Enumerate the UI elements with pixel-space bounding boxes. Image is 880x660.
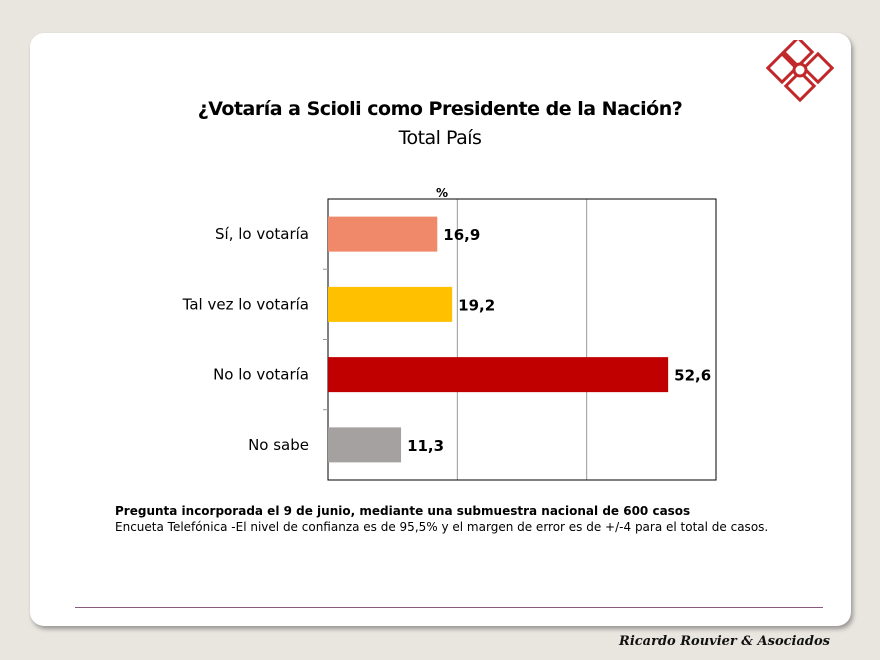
category-label: No lo votaría xyxy=(213,366,309,384)
chart-subtitle: Total País xyxy=(398,127,482,149)
diamond-squares-logo-icon xyxy=(765,40,835,102)
data-label: 11,3 xyxy=(407,437,444,455)
chart-title: ¿Votaría a Scioli como Presidente de la … xyxy=(197,98,683,120)
bar xyxy=(328,216,438,252)
category-label: No sabe xyxy=(248,436,309,454)
category-label: Tal vez lo votaría xyxy=(182,295,309,313)
note-line-1: Pregunta incorporada el 9 de junio, medi… xyxy=(115,504,691,518)
divider xyxy=(75,607,823,608)
bar xyxy=(328,357,669,393)
data-label: 16,9 xyxy=(443,226,480,244)
slide-card xyxy=(30,33,851,626)
data-label: 52,6 xyxy=(674,367,711,385)
chart-notes: Pregunta incorporada el 9 de junio, medi… xyxy=(115,503,815,535)
data-label: 19,2 xyxy=(458,296,495,314)
bar xyxy=(328,427,402,463)
bar xyxy=(328,286,453,322)
unit-label: % xyxy=(436,186,448,200)
brand-footer: Ricardo Rouvier & Asociados xyxy=(619,634,830,649)
category-label: Sí, lo votaría xyxy=(215,225,309,243)
note-line-2: Encueta Telefónica -El nivel de confianz… xyxy=(115,520,769,534)
